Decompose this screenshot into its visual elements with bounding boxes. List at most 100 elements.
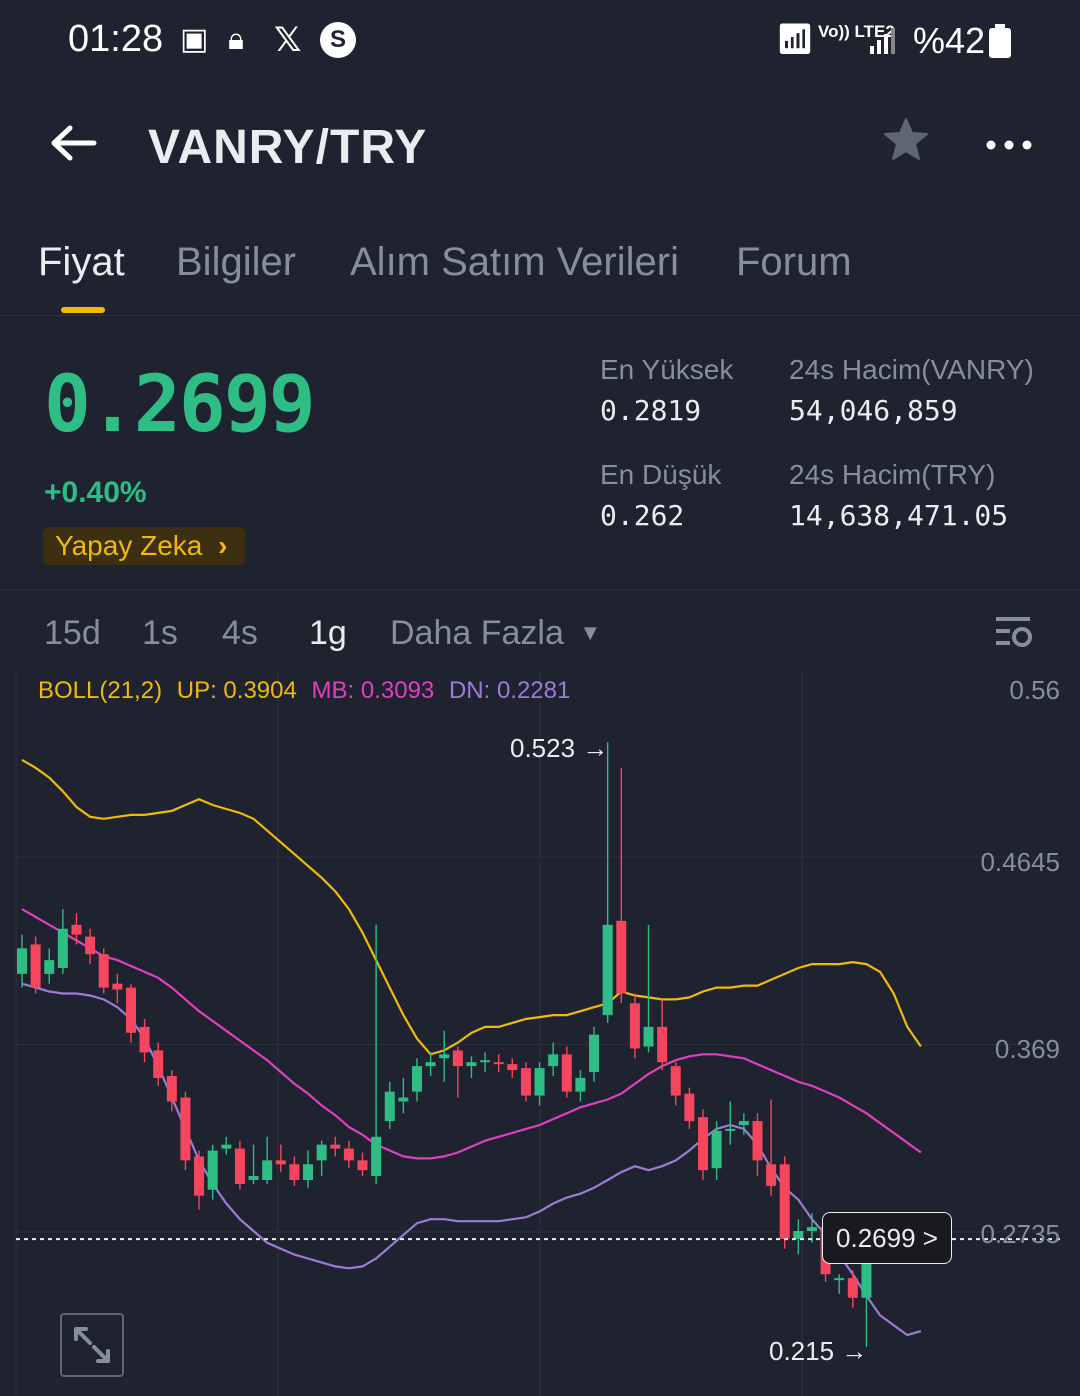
- cube-app-icon: ▣: [180, 23, 209, 56]
- wifi-icon: 📶︎: [776, 23, 815, 56]
- candle-body: [657, 1026, 668, 1063]
- status-time: 01:28: [68, 18, 164, 60]
- star-icon[interactable]: [882, 116, 930, 174]
- candle-body: [480, 1060, 491, 1063]
- candle-body: [289, 1164, 300, 1180]
- volume-base-value: 54,046,859: [789, 394, 958, 427]
- candle-body: [153, 1050, 164, 1078]
- candle-body: [139, 1026, 150, 1053]
- candle-body: [357, 1160, 368, 1171]
- candle-body: [643, 1026, 654, 1047]
- candle-body: [71, 924, 82, 935]
- candle-body: [343, 1148, 354, 1161]
- tab-info[interactable]: Bilgiler: [176, 240, 297, 284]
- candle-body: [316, 1144, 327, 1161]
- more-icon[interactable]: [986, 138, 1032, 156]
- candle-body: [275, 1160, 286, 1165]
- interval-1h[interactable]: 1s: [142, 614, 178, 652]
- boll-middle-line: [21, 908, 922, 1160]
- candle-body: [330, 1144, 341, 1149]
- candle-body: [466, 1062, 477, 1067]
- candle-body: [806, 1227, 817, 1232]
- tab-forum[interactable]: Forum: [736, 240, 852, 284]
- candle-body: [766, 1164, 777, 1186]
- chart-settings-icon[interactable]: [994, 614, 1034, 655]
- lock-icon: 🔒︎: [228, 23, 244, 56]
- last-price-badge[interactable]: 0.2699 >: [822, 1212, 952, 1264]
- s-app-icon: S: [320, 22, 356, 58]
- candle-body: [507, 1064, 518, 1071]
- battery-percent: %42: [912, 20, 985, 61]
- candle-body: [85, 936, 96, 955]
- candle-body: [725, 1128, 736, 1131]
- y-tick-label: 0.4645: [980, 847, 1060, 877]
- candle-body: [520, 1068, 531, 1096]
- candle-body: [452, 1050, 463, 1067]
- candle-body: [166, 1075, 177, 1102]
- boll-lower-line: [21, 982, 922, 1337]
- high-value: 0.2819: [600, 394, 702, 427]
- candle-body: [44, 960, 55, 974]
- tab-trading-data[interactable]: Alım Satım Verileri: [350, 240, 679, 284]
- volume-base-label: 24s Hacim(VANRY): [789, 354, 1034, 385]
- candle-body: [793, 1231, 804, 1239]
- ticker-divider: [0, 589, 1080, 590]
- category-tag[interactable]: Yapay Zeka ›: [43, 527, 246, 565]
- interval-15m[interactable]: 15d: [44, 614, 101, 652]
- candle-body: [548, 1054, 559, 1067]
- pair-title: VANRY/TRY: [148, 121, 428, 174]
- candle-body: [834, 1278, 845, 1281]
- candle-body: [248, 1176, 259, 1180]
- candle-body: [684, 1093, 695, 1122]
- candle-body: [847, 1278, 858, 1298]
- expand-chart-icon[interactable]: [60, 1313, 124, 1377]
- x-app-icon: 𝕏: [274, 21, 302, 59]
- candle-body: [493, 1062, 504, 1065]
- boll-middle: MB: 0.3093: [311, 677, 435, 704]
- low-label: En Düşük: [600, 459, 722, 490]
- network-type: Vo)) LTE2: [818, 22, 895, 41]
- candle-body: [575, 1077, 586, 1092]
- candle-body: [303, 1164, 314, 1180]
- candle-body: [779, 1164, 790, 1239]
- candle-body: [670, 1066, 681, 1096]
- candle-body: [371, 1136, 382, 1177]
- active-tab-indicator: [61, 307, 105, 313]
- candle-body: [194, 1156, 205, 1196]
- back-arrow-icon[interactable]: [48, 118, 98, 177]
- low-value: 0.262: [600, 499, 685, 532]
- candle-body: [602, 924, 613, 1016]
- y-tick-label: 0.2735: [980, 1219, 1060, 1249]
- interval-1d[interactable]: 1g: [309, 614, 347, 652]
- volume-quote-label: 24s Hacim(TRY): [789, 459, 996, 490]
- candle-body: [398, 1097, 409, 1102]
- candle-body: [589, 1034, 600, 1073]
- candle-body: [629, 1003, 640, 1049]
- candle-body: [234, 1148, 245, 1184]
- candlestick-chart[interactable]: [0, 670, 1080, 1396]
- boll-upper-line: [21, 758, 922, 1056]
- volume-quote-value: 14,638,471.05: [789, 499, 1009, 532]
- candle-body: [112, 983, 123, 990]
- low-annotation: 0.215 →: [769, 1336, 868, 1366]
- interval-4h[interactable]: 4s: [222, 614, 258, 652]
- candle-body: [30, 944, 41, 988]
- caret-down-icon: ▼: [579, 620, 602, 645]
- candle-body: [125, 987, 136, 1033]
- candle-body: [439, 1054, 450, 1059]
- category-tag-label: Yapay Zeka: [55, 530, 203, 561]
- y-tick-label: 0.369: [994, 1034, 1060, 1064]
- candle-body: [98, 954, 109, 988]
- interval-more-label: Daha Fazla: [390, 614, 564, 652]
- candle-body: [57, 928, 68, 968]
- candle-body: [711, 1130, 722, 1169]
- tab-price[interactable]: Fiyat: [38, 240, 125, 284]
- boll-name: BOLL(21,2): [38, 677, 163, 704]
- chevron-right-icon: ›: [218, 530, 228, 561]
- candle-body: [425, 1062, 436, 1067]
- candle-body: [221, 1144, 232, 1149]
- interval-more[interactable]: Daha Fazla ▼: [390, 614, 601, 653]
- boll-upper: UP: 0.3904: [176, 677, 297, 704]
- high-annotation: 0.523 →: [510, 733, 609, 763]
- candle-body: [616, 920, 627, 994]
